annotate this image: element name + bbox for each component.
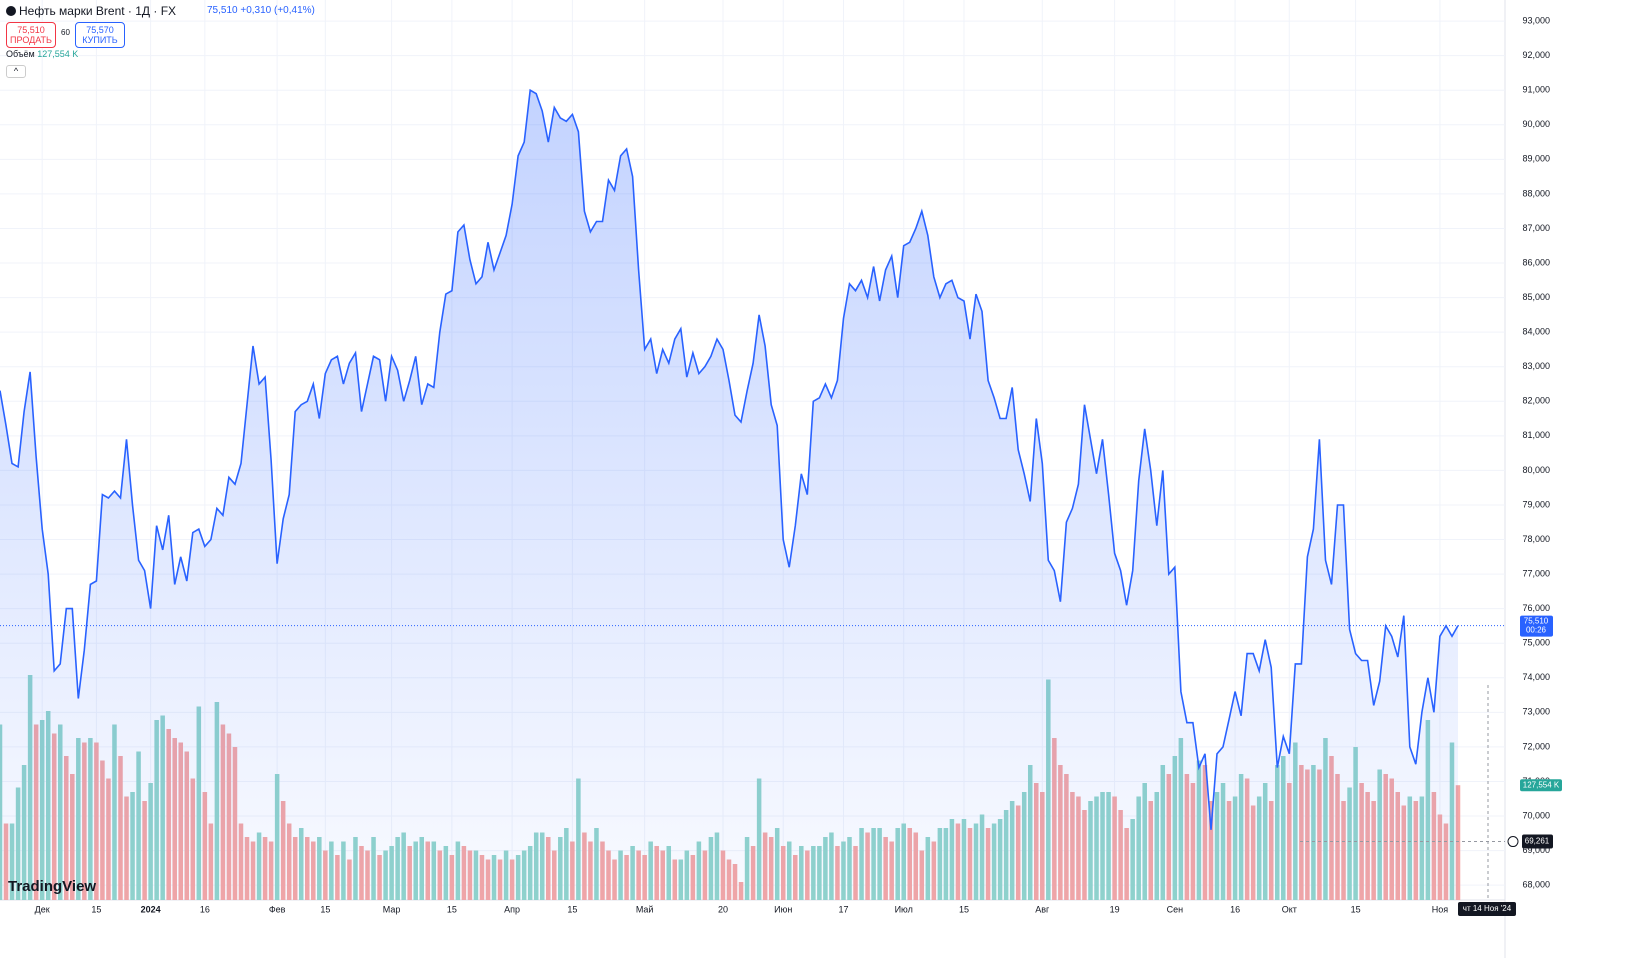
chart-title: Нефть марки Brent · 1Д · FX [6,4,176,18]
buy-button[interactable]: 75,570 КУПИТЬ [75,22,125,48]
y-tick-label: 68,000 [1522,880,1550,890]
collapse-button[interactable]: ^ [6,65,26,78]
y-tick-label: 84,000 [1522,327,1550,337]
y-tick-label: 76,000 [1522,603,1550,613]
sell-button[interactable]: 75,510 ПРОДАТЬ [6,22,56,48]
x-tick-label: 16 [1230,904,1240,914]
price-line [0,88,1459,830]
x-tick-label: 19 [1110,904,1120,914]
x-tick-label: Фев [269,904,286,914]
quote: 75,510 +0,310 (+0,41%) [207,5,315,16]
sell-label: ПРОДАТЬ [10,35,52,45]
x-tick-label: Дек [35,904,50,914]
x-tick-label: 15 [1351,904,1361,914]
date-tag [1458,902,1516,916]
crosshair-label: 69,261 [1525,837,1550,846]
x-tick-label: 20 [718,904,728,914]
x-tick-label: 15 [567,904,577,914]
x-tick-label: Ноя [1432,904,1449,914]
y-tick-label: 83,000 [1522,361,1550,371]
volume-tag [1520,779,1562,792]
buy-price: 75,570 [86,25,114,35]
y-tick-label: 86,000 [1522,257,1550,267]
x-tick-label: Окт [1282,904,1297,914]
volume-legend: Объём 127,554 K [6,49,78,59]
y-tick-label: 87,000 [1522,223,1550,233]
y-tick-label: 85,000 [1522,292,1550,302]
y-tick-label: 91,000 [1522,85,1550,95]
x-tick-label: 15 [91,904,101,914]
y-tick-label: 77,000 [1522,568,1550,578]
y-tick-label: 92,000 [1522,50,1550,60]
date-label: чт 14 Ноя '24 [1463,904,1512,913]
legend-value: 127,554 K [37,49,79,59]
x-tick-label: 15 [447,904,457,914]
x-tick-label: Апр [504,904,520,914]
y-tick-label: 89,000 [1522,154,1550,164]
title-text: Нефть марки Brent · 1Д · FX [19,4,177,18]
y-tick-label: 82,000 [1522,396,1550,406]
watermark: TradingView [8,878,97,895]
x-tick-label: Сен [1167,904,1184,914]
x-tick-label: Май [636,904,654,914]
price-tag [1520,615,1553,637]
x-tick-label: Июн [774,904,792,914]
x-tick-label: 15 [959,904,969,914]
x-tick-label: 16 [200,904,210,914]
area [0,90,1458,900]
price-tag-label: 75,510 [1524,617,1549,626]
x-tick-label: Авг [1035,904,1050,914]
buy-label: КУПИТЬ [82,35,118,45]
x-tick-label: Июл [895,904,913,914]
y-tick-label: 93,000 [1522,15,1550,25]
y-tick-label: 81,000 [1522,430,1550,440]
volume-tag-label: 127,554 K [1523,780,1560,789]
x-tick-label: Мар [383,904,401,914]
spread: 60 [61,28,70,37]
legend-name: Объём [6,49,35,59]
crosshair-plus [1507,836,1519,848]
y-tick-label: 90,000 [1522,119,1550,129]
countdown: 00:26 [1526,626,1547,635]
y-tick-label: 79,000 [1522,499,1550,509]
y-tick-label: 80,000 [1522,465,1550,475]
y-tick-label: 78,000 [1522,534,1550,544]
y-tick-label: 75,000 [1522,638,1550,648]
y-tick-label: 70,000 [1522,810,1550,820]
crosshair-tag [1522,834,1553,849]
x-tick-label: 17 [838,904,848,914]
x-tick-label: 2024 [141,904,161,914]
x-tick-label: 15 [320,904,330,914]
y-tick-label: 74,000 [1522,672,1550,682]
sell-price: 75,510 [17,25,45,35]
y-tick-label: 88,000 [1522,188,1550,198]
y-tick-label: 69,000 [1522,845,1550,855]
y-tick-label: 72,000 [1522,741,1550,751]
y-tick-label: 73,000 [1522,707,1550,717]
